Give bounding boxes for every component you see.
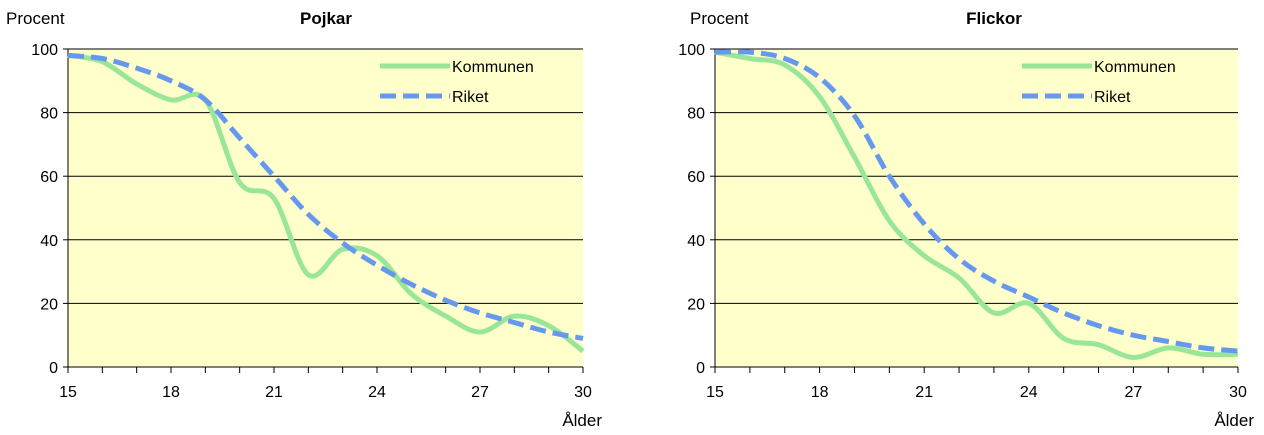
chart-2: 0 20 40 60 80 100 15 18 21 24 27 30 Kommunen Riket Fli… (678, 9, 1254, 430)
x-tick-label: 15 (59, 384, 77, 401)
y-tick-label: 0 (49, 360, 58, 377)
plot-area (715, 49, 1238, 367)
x-tick-label: 24 (368, 384, 386, 401)
y-tick-label: 80 (687, 106, 705, 123)
y-tick-label: 80 (40, 106, 58, 123)
x-axis-label: Ålder (562, 411, 602, 430)
legend-label: Kommunen (452, 59, 534, 76)
x-tick-label: 15 (706, 384, 724, 401)
x-tick-label: 18 (811, 384, 829, 401)
y-tick-label: 20 (40, 296, 58, 313)
series-line-kommunen (67, 52, 585, 354)
x-tick-label: 27 (471, 384, 489, 401)
y-tick-label: 100 (31, 42, 58, 59)
chart-title: Flickor (966, 9, 1022, 28)
y-tick-label: 60 (687, 169, 705, 186)
y-tick-label: 40 (40, 233, 58, 250)
legend-label: Kommunen (1094, 59, 1176, 76)
chart-1: 0 20 40 60 80 100 15 18 21 24 27 30 Kommunen Riket Poj… (6, 9, 602, 430)
series-line-kommunen (714, 49, 1239, 360)
y-tick-label: 0 (696, 360, 705, 377)
y-tick-label: 100 (678, 42, 705, 59)
series-line-riket (714, 49, 1239, 354)
y-tick-label: 60 (40, 169, 58, 186)
x-tick-label: 18 (162, 384, 180, 401)
y-axis-label: Procent (690, 9, 749, 28)
x-tick-label: 30 (574, 384, 592, 401)
x-tick-label: 21 (265, 384, 283, 401)
y-tick-label: 20 (687, 296, 705, 313)
x-axis-label: Ålder (1214, 411, 1254, 430)
plot-area (68, 49, 583, 367)
legend-label: Riket (1094, 89, 1131, 106)
x-tick-label: 24 (1020, 384, 1038, 401)
chart-title: Pojkar (300, 9, 352, 28)
y-axis-label: Procent (6, 9, 65, 28)
legend-label: Riket (452, 89, 489, 106)
x-tick-label: 27 (1125, 384, 1143, 401)
x-tick-label: 21 (915, 384, 933, 401)
y-tick-label: 40 (687, 233, 705, 250)
series-line-riket (67, 52, 584, 341)
x-tick-label: 30 (1229, 384, 1247, 401)
